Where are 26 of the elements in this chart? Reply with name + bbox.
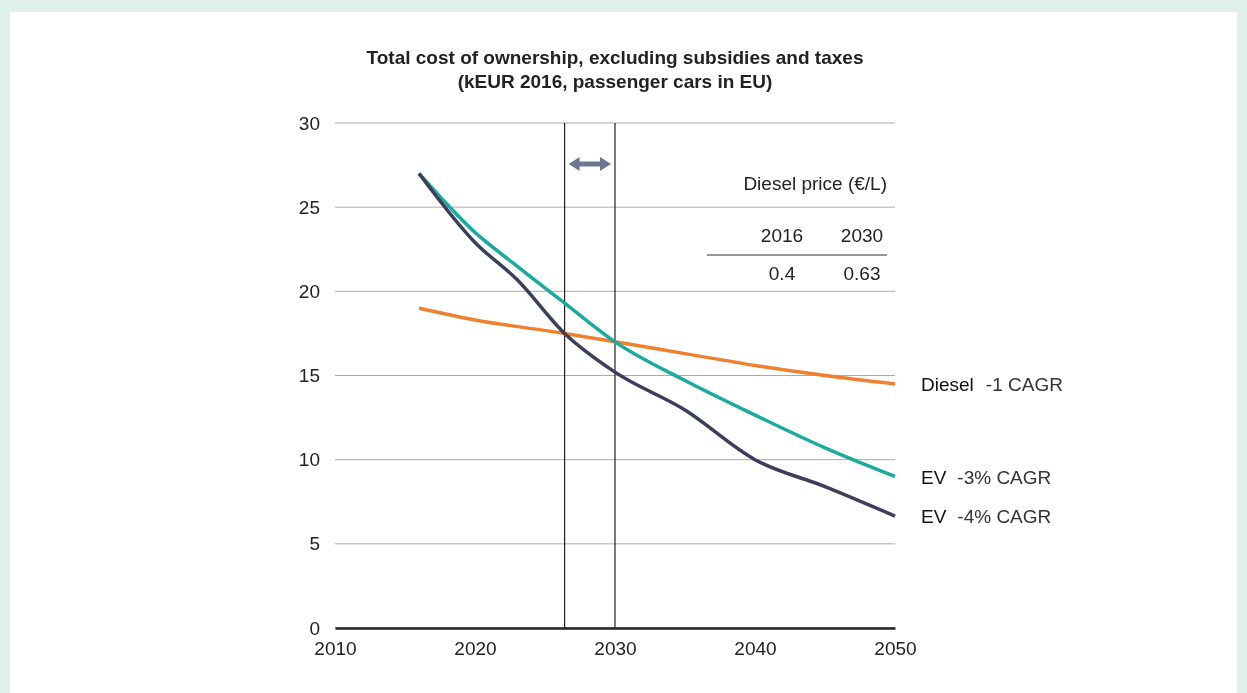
annotation: 0.4 <box>768 263 796 284</box>
chart-subtitle: (kEUR 2016, passenger cars in EU) <box>457 71 773 92</box>
annotation: 0.63 <box>843 263 881 284</box>
annotation: 2016 <box>760 225 804 246</box>
series-label: EV <box>921 466 947 488</box>
x-tick-label: 2030 <box>594 638 637 660</box>
x-tick-label: 2010 <box>314 638 357 660</box>
x-tick-label: 2020 <box>454 638 497 660</box>
series-label: EV <box>921 506 947 528</box>
y-tick-label: 25 <box>298 196 320 218</box>
line-series <box>417 306 897 386</box>
annotation: Diesel price (€/L) <box>743 173 887 194</box>
y-tick-label: 15 <box>298 365 320 387</box>
text: -4% CAGR <box>957 506 1052 528</box>
y-tick-label: 5 <box>309 533 320 555</box>
y-tick-label: 0 <box>309 617 320 639</box>
y-tick-label: 10 <box>298 449 320 471</box>
y-tick-label: 20 <box>298 280 320 302</box>
x-tick-label: 2050 <box>874 638 917 660</box>
y-tick-label: 30 <box>298 112 320 134</box>
annotation: 2030 <box>840 225 884 246</box>
text: -3% CAGR <box>957 466 1052 488</box>
x-tick-label: 2040 <box>734 638 777 660</box>
chart-title: Total cost of ownership, excluding subsidies and taxes <box>366 47 864 68</box>
series-label: Diesel <box>921 373 974 395</box>
text: -1 CAGR <box>985 373 1063 395</box>
